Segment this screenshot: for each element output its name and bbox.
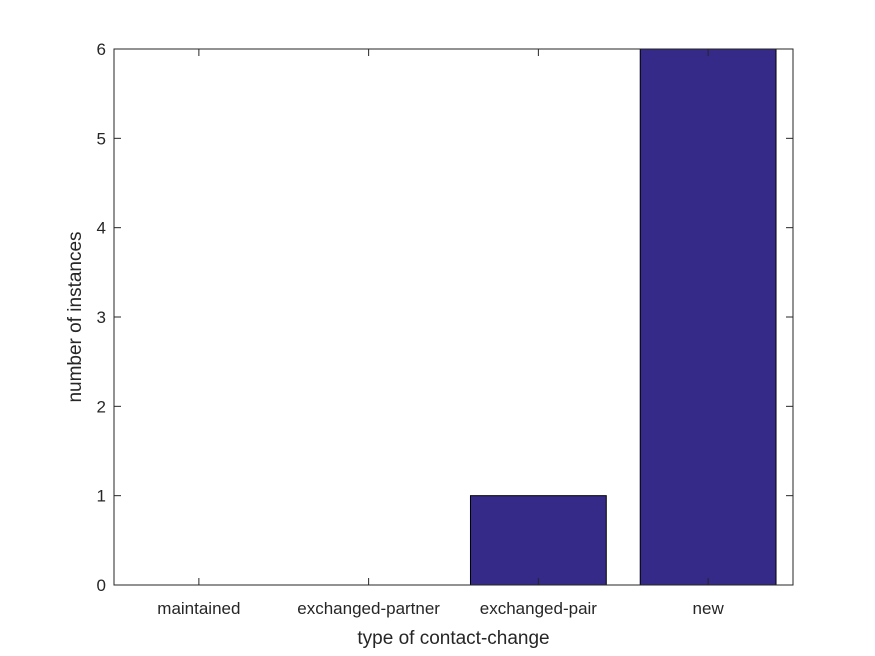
y-tick-label: 1 xyxy=(97,487,106,506)
y-axis-label: number of instances xyxy=(65,231,86,402)
bar-exchanged-pair xyxy=(469,495,607,586)
y-tick-label: 4 xyxy=(97,219,106,238)
x-tick-label: new xyxy=(693,599,725,618)
x-tick-label: exchanged-pair xyxy=(480,599,598,618)
y-tick-label: 0 xyxy=(97,576,106,595)
x-tick-label: exchanged-partner xyxy=(297,599,440,618)
y-tick-label: 3 xyxy=(97,308,106,327)
y-tick-label: 2 xyxy=(97,397,106,416)
x-axis-label: type of contact-change xyxy=(357,628,549,649)
bar-new xyxy=(639,48,777,586)
y-tick-label: 5 xyxy=(97,129,106,148)
x-tick-label: maintained xyxy=(157,599,240,618)
y-tick-label: 6 xyxy=(97,40,106,59)
